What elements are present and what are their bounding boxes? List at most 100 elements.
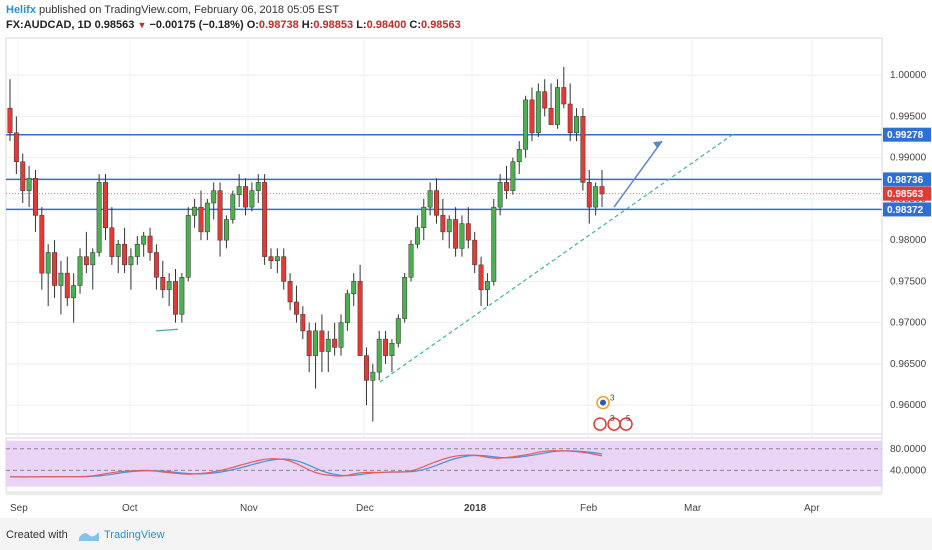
candle-body[interactable] — [542, 91, 548, 109]
candle-body[interactable] — [153, 252, 159, 278]
projection-arrow[interactable] — [613, 140, 663, 208]
candle-body[interactable] — [389, 343, 395, 356]
candle-body[interactable] — [179, 277, 185, 315]
candle-body[interactable] — [344, 293, 350, 323]
candle-body[interactable] — [523, 99, 529, 150]
candle-body[interactable] — [421, 206, 427, 228]
candle-body[interactable] — [580, 116, 586, 183]
candle-body[interactable] — [446, 219, 452, 233]
candle-body[interactable] — [249, 190, 255, 208]
candle-body[interactable] — [472, 239, 478, 266]
candle-body[interactable] — [319, 330, 325, 352]
candle-body[interactable] — [294, 301, 299, 315]
candle-body[interactable] — [134, 244, 140, 257]
candle-body[interactable] — [516, 149, 522, 162]
candle-body[interactable] — [357, 281, 363, 356]
candle-body[interactable] — [204, 202, 210, 233]
candle-body[interactable] — [90, 252, 96, 266]
candle-body[interactable] — [465, 223, 471, 241]
candle-body[interactable] — [491, 206, 497, 282]
candle-body[interactable] — [160, 277, 166, 290]
candle-body[interactable] — [554, 87, 560, 125]
candle-body[interactable] — [198, 206, 204, 233]
candle-body[interactable] — [434, 190, 439, 216]
candle-body[interactable] — [459, 223, 465, 249]
candle-body[interactable] — [230, 194, 236, 220]
candle-body[interactable] — [427, 190, 433, 208]
event-flag-icon[interactable] — [593, 417, 607, 431]
event-flag-icon[interactable] — [619, 417, 633, 431]
candle-body[interactable] — [300, 314, 306, 332]
author-link[interactable]: Helifx — [6, 4, 36, 16]
candle-body[interactable] — [39, 215, 45, 274]
candle-body[interactable] — [166, 281, 172, 290]
candle-body[interactable] — [370, 371, 376, 381]
candle-body[interactable] — [103, 182, 108, 228]
candle-body[interactable] — [243, 186, 248, 208]
candle-body[interactable] — [192, 206, 198, 216]
candle-body[interactable] — [262, 182, 268, 257]
candle-body[interactable] — [376, 338, 382, 373]
candle-body[interactable] — [325, 338, 331, 352]
candle-body[interactable] — [574, 116, 579, 134]
candle-body[interactable] — [402, 277, 408, 319]
candle-body[interactable] — [122, 244, 128, 266]
candle-body[interactable] — [364, 355, 369, 381]
candle-body[interactable] — [96, 182, 102, 253]
candle-body[interactable] — [504, 182, 509, 191]
candle-body[interactable] — [395, 318, 401, 344]
candle-body[interactable] — [217, 190, 223, 241]
candle-body[interactable] — [141, 235, 147, 245]
candle-body[interactable] — [45, 252, 51, 274]
candle-body[interactable] — [77, 256, 83, 286]
candle-body[interactable] — [52, 252, 58, 286]
candle-body[interactable] — [223, 219, 229, 241]
candle-body[interactable] — [281, 256, 287, 282]
candle-body[interactable] — [599, 186, 605, 195]
candle-body[interactable] — [185, 215, 191, 278]
candle-body[interactable] — [147, 235, 153, 253]
candle-body[interactable] — [33, 178, 38, 216]
candle-body[interactable] — [567, 103, 573, 134]
candle-body[interactable] — [7, 107, 13, 134]
candle-body[interactable] — [109, 227, 115, 257]
candle-body[interactable] — [64, 272, 70, 299]
candle-body[interactable] — [332, 338, 338, 348]
trendline[interactable] — [379, 132, 736, 383]
candle-body[interactable] — [535, 91, 541, 134]
candle-body[interactable] — [20, 161, 26, 191]
candle-body[interactable] — [586, 182, 592, 208]
candle-body[interactable] — [128, 256, 134, 266]
candle-body[interactable] — [408, 244, 414, 278]
candle-body[interactable] — [351, 281, 357, 294]
chart-canvas[interactable]: 1.000000.995000.990000.985000.980000.975… — [0, 34, 932, 518]
candle-body[interactable] — [83, 256, 89, 266]
tradingview-brand-link[interactable]: TradingView — [104, 529, 165, 541]
candle-body[interactable] — [593, 186, 599, 208]
candle-body[interactable] — [313, 330, 318, 356]
candle-body[interactable] — [414, 227, 420, 245]
candle-body[interactable] — [255, 182, 261, 191]
candle-body[interactable] — [26, 178, 32, 191]
candle-body[interactable] — [71, 285, 77, 299]
candle-body[interactable] — [484, 281, 490, 290]
candle-body[interactable] — [529, 99, 535, 134]
candle-body[interactable] — [478, 264, 484, 290]
candle-body[interactable] — [268, 256, 274, 261]
candle-body[interactable] — [510, 161, 516, 191]
candle-body[interactable] — [383, 338, 389, 356]
candle-body[interactable] — [306, 330, 312, 356]
candle-body[interactable] — [338, 322, 344, 348]
candle-body[interactable] — [211, 190, 217, 204]
candle-body[interactable] — [173, 281, 178, 315]
candle-body[interactable] — [440, 215, 446, 233]
candle-body[interactable] — [274, 256, 280, 261]
candle-body[interactable] — [13, 132, 19, 162]
candle-body[interactable] — [58, 272, 64, 286]
candle-body[interactable] — [453, 219, 459, 249]
candle-body[interactable] — [236, 186, 242, 195]
candle-body[interactable] — [287, 281, 293, 303]
candle-body[interactable] — [561, 87, 567, 105]
candle-body[interactable] — [115, 244, 121, 257]
candle-body[interactable] — [497, 182, 503, 208]
